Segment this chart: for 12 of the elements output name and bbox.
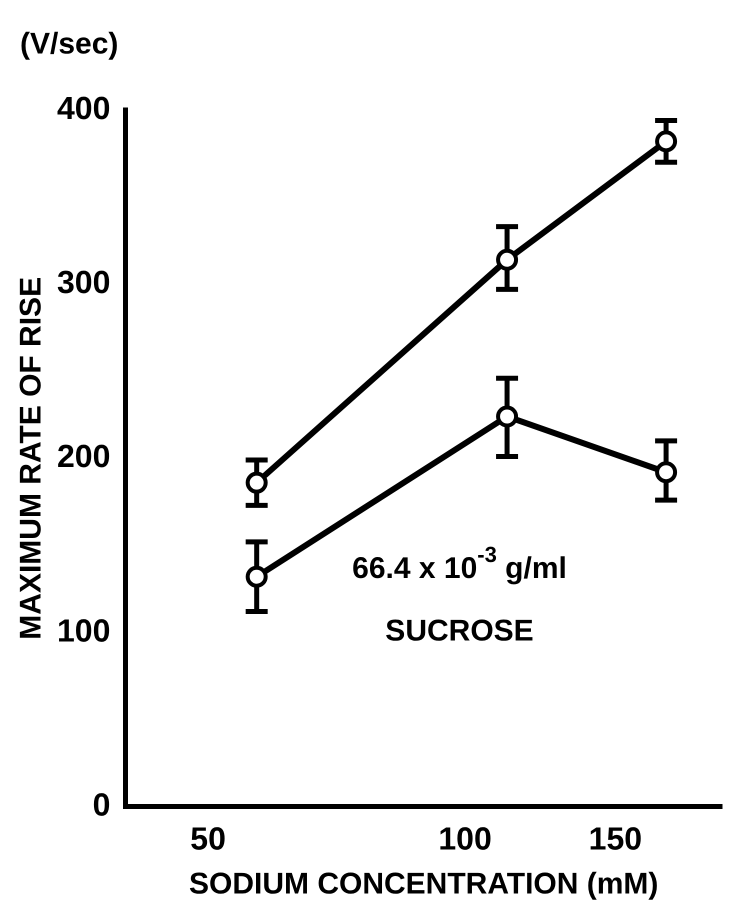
y-tick-label: 200 — [57, 438, 110, 474]
x-tick-label: 50 — [190, 820, 226, 857]
x-tick-label: 100 — [438, 820, 492, 857]
y-tick-label: 400 — [57, 90, 110, 126]
x-axis-title: SODIUM CONCENTRATION (mM) — [188, 867, 658, 900]
y-tick-label: 0 — [92, 786, 110, 822]
annotation: SUCROSE — [385, 614, 534, 648]
x-tick-label: 150 — [588, 820, 642, 857]
y-tick-label: 300 — [57, 264, 110, 300]
y-tick-label: 100 — [57, 612, 110, 648]
y-axis-title: MAXIMUM RATE OF RISE — [14, 276, 48, 640]
text: (V/sec) — [20, 27, 118, 60]
